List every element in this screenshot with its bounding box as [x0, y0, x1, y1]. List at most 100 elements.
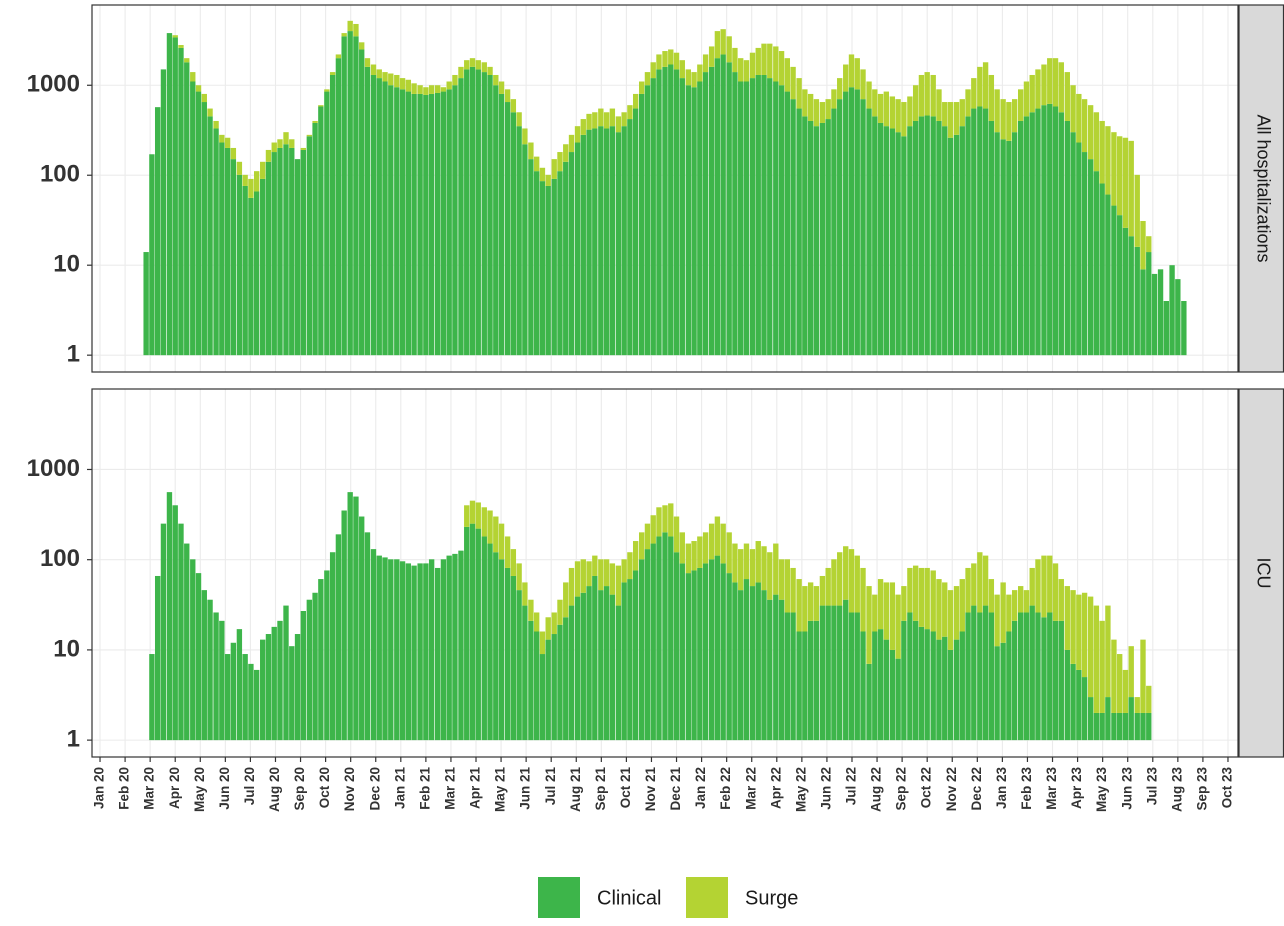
bar-segment: [732, 582, 738, 741]
bar-segment: [1023, 590, 1030, 613]
bar-segment: [994, 646, 1000, 741]
bar-segment: [428, 85, 435, 94]
bar-segment: [988, 120, 995, 356]
bar-segment: [294, 159, 301, 356]
bar-segment: [942, 636, 948, 741]
bar-segment: [889, 128, 896, 356]
bar-segment: [854, 58, 860, 90]
bar-segment: [1140, 220, 1146, 270]
bar-segment: [394, 74, 400, 88]
bar-segment: [394, 559, 400, 741]
bar-segment: [1058, 62, 1064, 113]
bar-segment: [580, 592, 586, 741]
bar-segment: [644, 549, 651, 741]
bar-segment: [953, 134, 960, 356]
bar-segment: [306, 136, 312, 356]
bar-segment: [854, 89, 860, 356]
bar-segment: [510, 549, 517, 576]
bar-segment: [1029, 567, 1035, 606]
bar-segment: [347, 31, 353, 356]
bar-segment: [883, 91, 890, 127]
bar-segment: [219, 134, 225, 143]
bar-segment: [889, 96, 896, 129]
bar-segment: [1146, 712, 1152, 741]
bar-segment: [953, 586, 960, 640]
bar-segment: [1081, 152, 1088, 356]
bar-segment: [405, 79, 412, 92]
bar-segment: [1052, 106, 1059, 356]
bar-segment: [673, 52, 680, 70]
bar-segment: [959, 126, 965, 356]
bar-segment: [563, 582, 569, 618]
bar-segment: [953, 639, 960, 741]
bar-segment: [668, 503, 674, 537]
x-tick-label: Nov 21: [643, 767, 658, 812]
bar-segment: [889, 649, 896, 741]
bar-segment: [621, 559, 627, 583]
bar-segment: [825, 567, 831, 606]
bar-segment: [213, 612, 219, 741]
bar-segment: [411, 83, 417, 94]
bar-segment: [283, 605, 289, 741]
bar-segment: [848, 87, 855, 356]
bar-segment: [813, 126, 820, 356]
bar-segment: [1128, 646, 1134, 698]
bar-segment: [271, 152, 277, 356]
bar-segment: [977, 106, 983, 356]
bar-segment: [743, 579, 750, 741]
bar-segment: [458, 550, 464, 741]
bar-segment: [691, 87, 697, 356]
bar-segment: [353, 23, 359, 37]
bar-segment: [1134, 174, 1140, 247]
bar-segment: [866, 586, 872, 664]
bar-segment: [953, 102, 960, 135]
bar-segment: [1000, 139, 1006, 356]
bar-segment: [796, 579, 802, 632]
bar-segment: [907, 126, 913, 356]
bar-segment: [936, 579, 942, 640]
bar-segment: [603, 559, 610, 587]
x-tick-label: Mar 21: [443, 767, 458, 810]
bar-segment: [318, 579, 324, 741]
bar-segment: [341, 33, 347, 37]
bar-segment: [388, 85, 394, 356]
bar-segment: [1011, 99, 1018, 133]
bar-segment: [300, 149, 306, 356]
bar-segment: [1041, 555, 1047, 618]
bar-segment: [417, 93, 423, 356]
bar-segment: [1081, 592, 1088, 678]
bar-segment: [1006, 102, 1012, 141]
bar-segment: [399, 89, 406, 356]
bar-segment: [866, 663, 872, 741]
bar-segment: [1169, 265, 1175, 356]
bar-segment: [726, 62, 732, 356]
bar-segment: [528, 159, 534, 356]
x-tick-label: Sep 22: [894, 767, 909, 811]
bar-segment: [971, 563, 977, 606]
bar-segment: [982, 108, 989, 356]
bar-segment: [1117, 712, 1123, 741]
y-tick-label: 10: [53, 635, 80, 662]
x-tick-label: Jan 21: [392, 767, 407, 810]
bar-segment: [650, 515, 656, 544]
bar-segment: [924, 629, 930, 741]
bar-segment: [475, 69, 481, 356]
bar-segment: [679, 532, 685, 564]
bar-segment: [825, 119, 831, 356]
bar-segment: [178, 47, 184, 356]
bar-segment: [335, 58, 342, 356]
bar-segment: [942, 126, 948, 356]
bar-segment: [417, 85, 423, 94]
bar-segment: [481, 62, 487, 73]
bar-segment: [580, 134, 586, 356]
bar-segment: [388, 73, 394, 86]
bar-segment: [1029, 112, 1035, 356]
x-tick-label: Jul 20: [242, 767, 257, 805]
bar-segment: [807, 120, 814, 356]
bar-segment: [778, 85, 785, 356]
bar-segment: [440, 559, 447, 741]
bar-segment: [452, 553, 458, 741]
bar-segment: [912, 85, 919, 121]
bar-segment: [598, 590, 604, 741]
